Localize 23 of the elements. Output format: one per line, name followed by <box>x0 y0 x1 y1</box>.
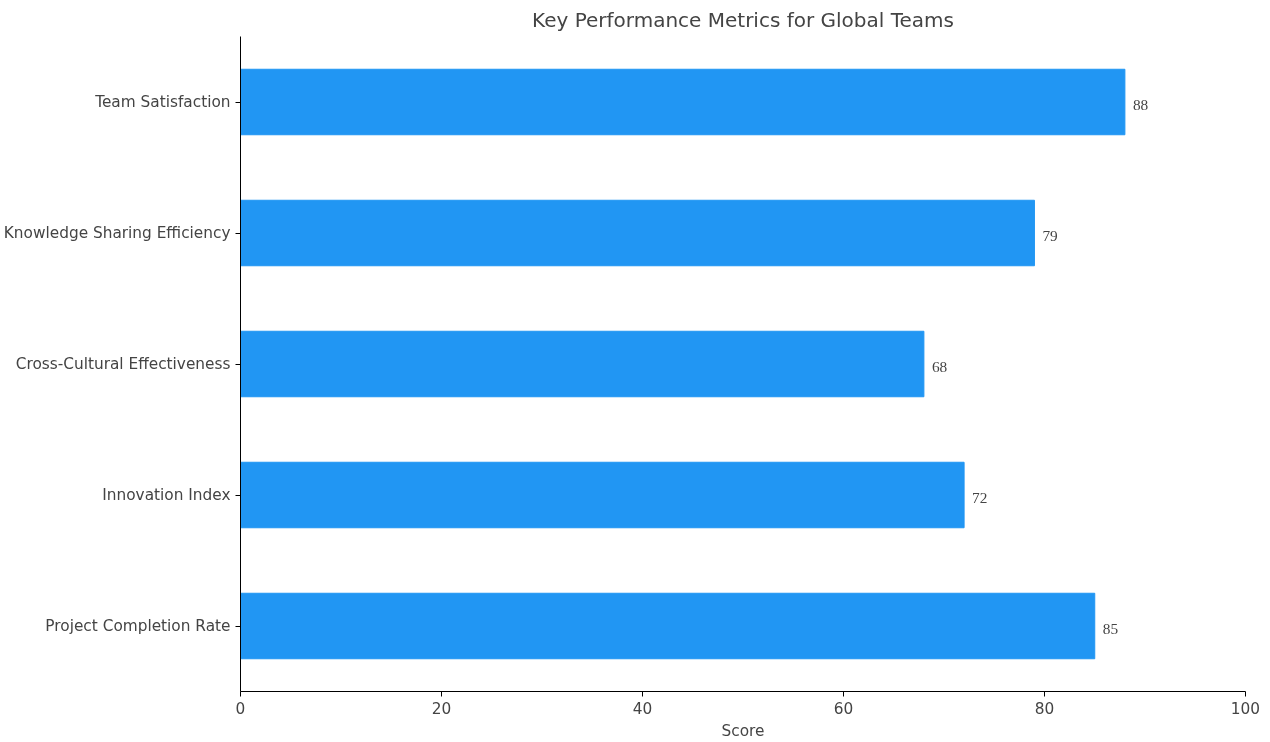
x-axis-title: Score <box>721 721 765 740</box>
x-tick-label: 0 <box>235 699 246 718</box>
x-tick-label: 80 <box>1034 699 1055 718</box>
y-tick-label: Team Satisfaction <box>94 93 231 111</box>
x-tick-label: 100 <box>1230 699 1261 718</box>
data-label: 68 <box>931 358 948 375</box>
data-label: 88 <box>1132 96 1149 113</box>
data-label: 79 <box>1042 227 1059 244</box>
bar <box>240 592 1096 660</box>
x-tick-label: 20 <box>431 699 452 718</box>
bar <box>240 199 1035 267</box>
bar <box>240 68 1126 136</box>
y-tick-label: Innovation Index <box>102 486 231 504</box>
x-tick-label: 40 <box>632 699 653 718</box>
bar <box>240 330 925 398</box>
x-tick-label: 60 <box>833 699 854 718</box>
y-tick-label: Knowledge Sharing Efficiency <box>3 224 231 242</box>
y-tick-label: Project Completion Rate <box>45 617 231 635</box>
data-label: 72 <box>972 489 988 506</box>
y-tick-label: Cross-Cultural Effectiveness <box>15 355 231 373</box>
chart-title: Key Performance Metrics for Global Teams <box>532 7 954 32</box>
bar <box>240 461 965 529</box>
data-label: 85 <box>1102 620 1119 637</box>
